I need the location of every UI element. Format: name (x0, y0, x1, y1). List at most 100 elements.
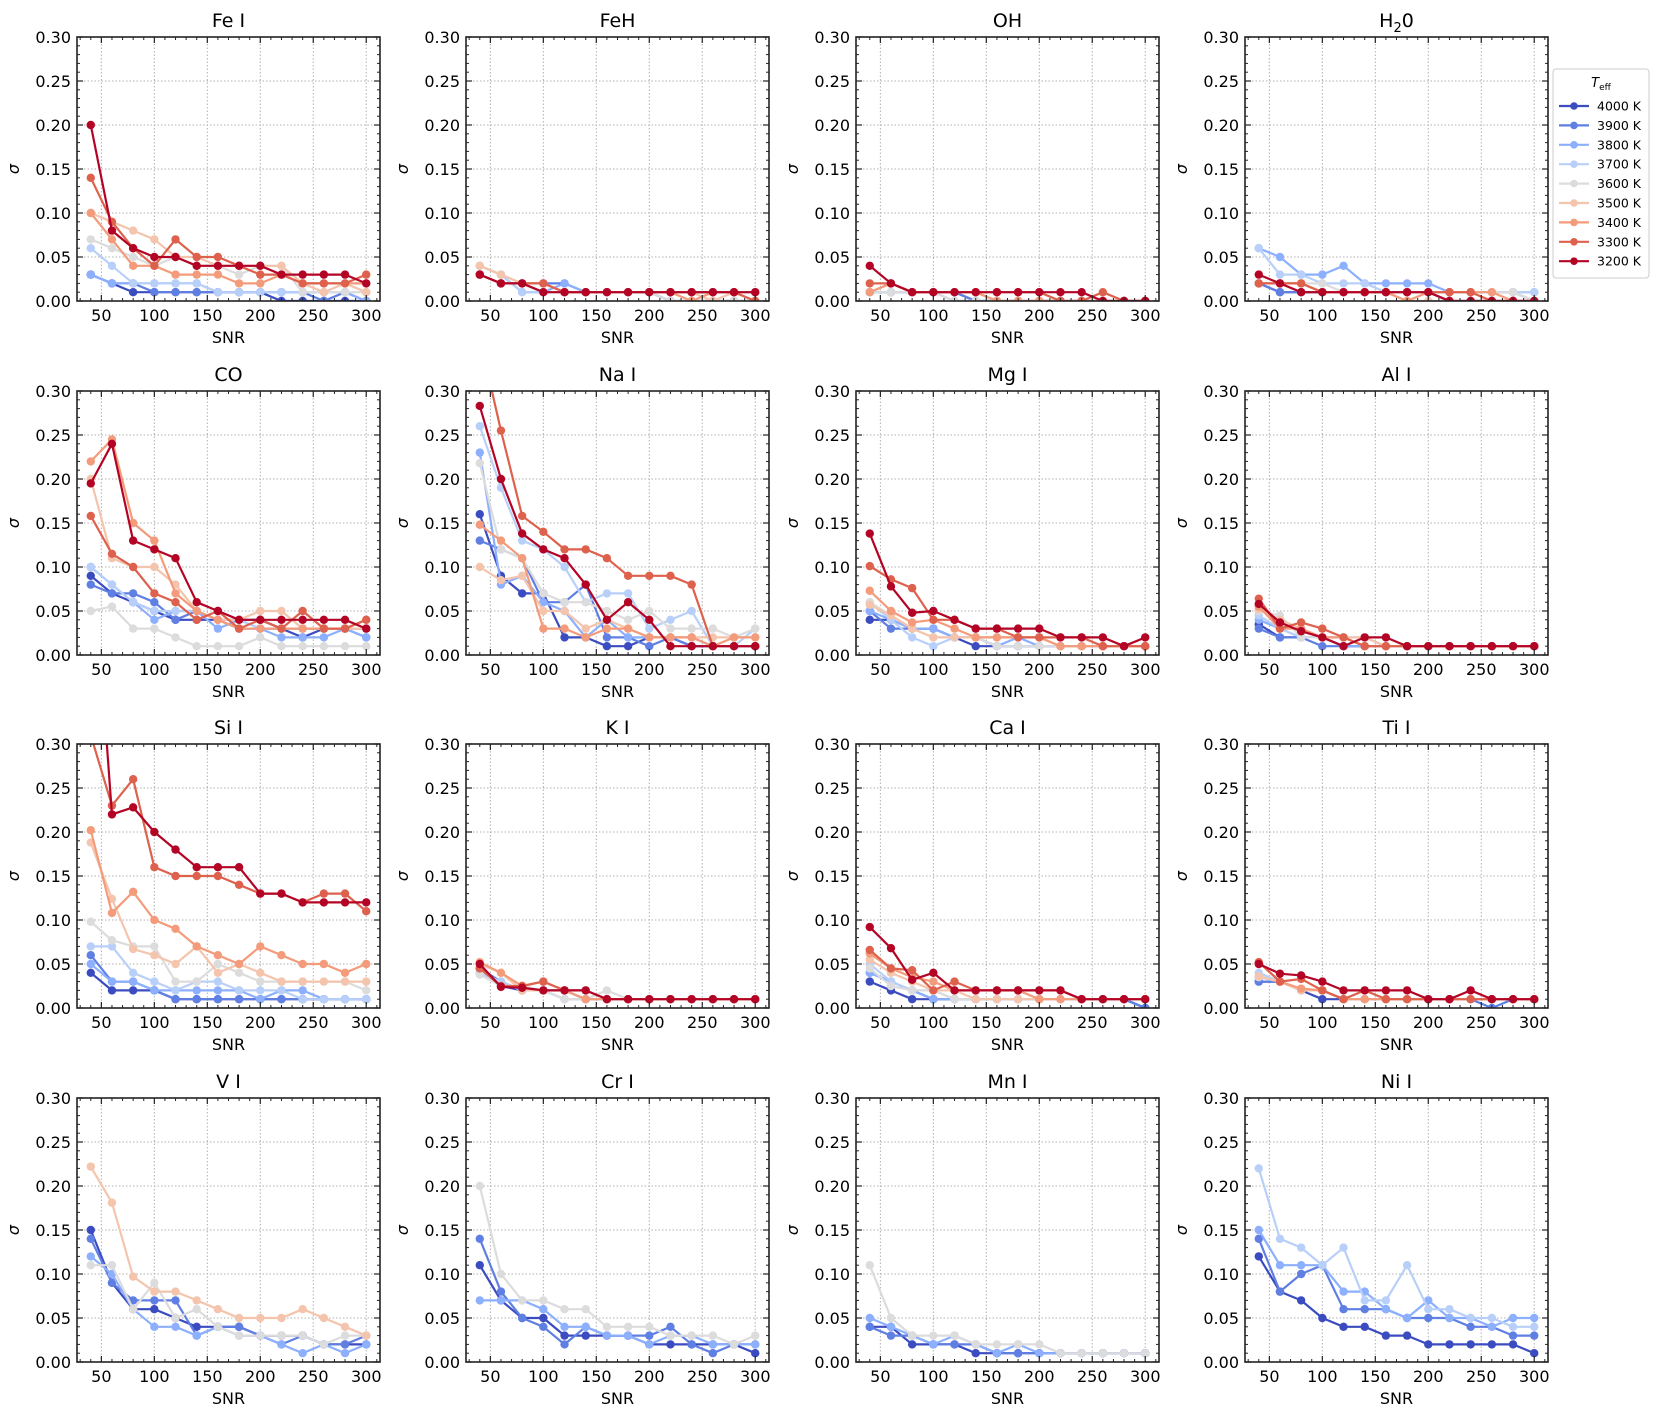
data-point (192, 871, 201, 881)
x-tick-label: 200 (245, 306, 276, 325)
data-point (1381, 986, 1391, 995)
data-point (107, 977, 117, 986)
data-point (1530, 1331, 1539, 1340)
x-tick-label: 50 (870, 1013, 890, 1032)
data-point (86, 1252, 95, 1261)
y-tick-label: 0.10 (424, 558, 460, 577)
y-tick-label: 0.15 (814, 160, 850, 179)
legend-entry: 3200 K (1559, 254, 1642, 269)
data-point (1275, 977, 1285, 986)
data-point (128, 261, 138, 270)
series-group (865, 261, 1150, 301)
data-point (298, 1331, 307, 1340)
y-tick-label: 0.05 (1203, 955, 1239, 974)
data-point (213, 642, 223, 651)
data-point (171, 252, 180, 262)
legend-entry: 3900 K (1559, 118, 1642, 133)
data-point (687, 642, 696, 651)
data-point (666, 642, 675, 651)
data-point (602, 1322, 612, 1332)
data-point (1508, 288, 1518, 297)
data-point (1296, 618, 1306, 627)
x-tick-label: 250 (687, 1367, 718, 1386)
data-point (171, 924, 180, 933)
data-point (256, 995, 265, 1004)
ticks (466, 390, 769, 656)
series-group (475, 391, 760, 651)
data-point (150, 1278, 159, 1288)
legend-box (1552, 68, 1650, 279)
data-point (581, 986, 590, 995)
data-point (150, 562, 159, 572)
data-point (602, 554, 612, 563)
legend-entry: 3300 K (1559, 234, 1642, 249)
data-point (623, 589, 633, 598)
data-point (708, 1340, 718, 1349)
data-point (496, 1287, 506, 1296)
grid (466, 1097, 769, 1363)
data-point (645, 606, 654, 616)
data-point (213, 986, 223, 995)
y-tick-label: 0.00 (424, 999, 460, 1018)
data-point (1360, 279, 1369, 288)
x-tick-label: 250 (1466, 660, 1497, 679)
data-point (192, 252, 201, 262)
data-point (340, 642, 350, 651)
data-point (1318, 1261, 1327, 1270)
data-point (907, 1331, 917, 1340)
x-tick-label: 250 (687, 306, 718, 325)
data-point (171, 1313, 180, 1323)
data-point (171, 995, 180, 1004)
legend-label: 3500 K (1597, 196, 1642, 211)
x-tick-label: 50 (480, 660, 500, 679)
data-point (86, 1162, 95, 1171)
data-point (1402, 986, 1412, 995)
data-point (1424, 1340, 1433, 1349)
x-tick-label: 150 (971, 1013, 1002, 1032)
data-point (1056, 1349, 1065, 1358)
data-point (1275, 1287, 1285, 1296)
ticks (1245, 1097, 1548, 1363)
series-group (1254, 958, 1539, 1008)
data-point (150, 615, 159, 624)
data-point (687, 995, 696, 1004)
data-point (1530, 1313, 1539, 1323)
data-point (213, 1305, 223, 1314)
x-tick-label: 100 (139, 660, 170, 679)
data-point (150, 235, 159, 244)
legend-marker (1570, 121, 1578, 130)
y-axis-label: σ (783, 517, 802, 528)
data-point (171, 270, 180, 279)
data-point (234, 863, 244, 872)
x-tick-label: 100 (139, 306, 170, 325)
legend-marker (1570, 160, 1578, 168)
x-axis-label: SNR (1380, 328, 1413, 347)
y-tick-label: 0.30 (814, 28, 850, 47)
data-point (277, 1313, 286, 1323)
data-point (1035, 288, 1044, 297)
data-point (602, 1331, 612, 1340)
data-point (1466, 642, 1475, 651)
x-tick-label: 50 (870, 1367, 890, 1386)
data-point (496, 426, 506, 435)
y-tick-label: 0.15 (35, 867, 71, 886)
data-point (645, 288, 654, 297)
data-point (865, 615, 874, 624)
x-tick-label: 100 (528, 1013, 559, 1032)
y-tick-label: 0.00 (424, 292, 460, 311)
data-point (277, 261, 286, 270)
y-tick-label: 0.25 (35, 779, 71, 798)
data-point (950, 624, 959, 633)
data-point (1381, 642, 1391, 651)
data-point (708, 1349, 718, 1358)
data-point (539, 1296, 548, 1305)
data-point (150, 589, 159, 598)
data-point (171, 633, 180, 642)
data-point (1035, 986, 1044, 995)
data-point (319, 642, 329, 651)
legend-entry: 3800 K (1559, 137, 1642, 152)
y-tick-label: 0.10 (35, 204, 71, 223)
data-point (128, 968, 138, 977)
data-point (150, 1305, 159, 1314)
y-tick-label: 0.20 (1203, 1177, 1239, 1196)
